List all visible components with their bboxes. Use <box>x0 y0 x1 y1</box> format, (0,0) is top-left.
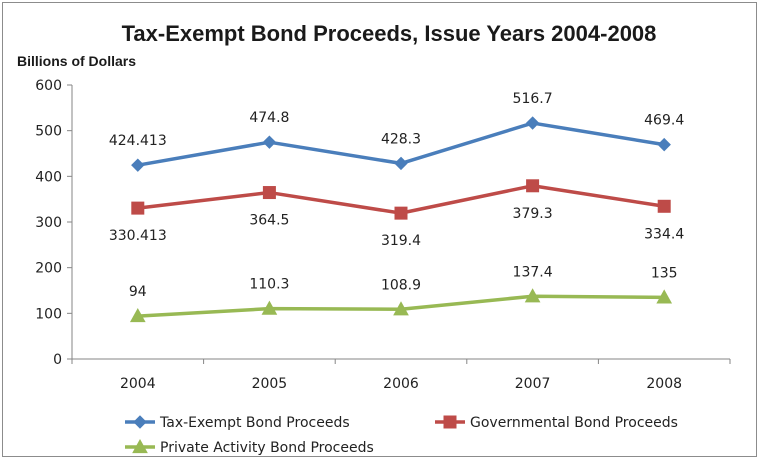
data-point <box>656 289 673 304</box>
data-label: 428.3 <box>381 131 421 147</box>
data-label: 516.7 <box>513 91 553 107</box>
legend-label: Private Activity Bond Proceeds <box>160 440 374 456</box>
data-label: 330.413 <box>109 228 167 244</box>
data-label: 364.5 <box>249 213 289 229</box>
chart-frame: Tax-Exempt Bond Proceeds, Issue Years 20… <box>2 2 757 457</box>
data-label: 379.3 <box>513 206 553 222</box>
data-label: 469.4 <box>644 113 684 129</box>
data-point <box>131 201 145 215</box>
legend-label: Tax-Exempt Bond Proceeds <box>159 415 350 431</box>
x-tick-label: 2005 <box>252 376 288 392</box>
data-label: 108.9 <box>381 277 421 293</box>
data-point <box>393 301 409 316</box>
axes: 0 100 200 300 400 500 600 2004 2005 2006 2007 2008 <box>35 78 731 392</box>
legend-item-2: Governmental Bond Proceeds <box>435 415 678 431</box>
legend-marker <box>133 415 147 429</box>
x-tick-label: 2007 <box>515 376 551 392</box>
data-label: 334.4 <box>644 226 684 242</box>
data-label: 424.413 <box>109 133 167 149</box>
data-point <box>261 300 278 315</box>
y-tick-label: 0 <box>53 352 62 368</box>
x-tick-label: 2004 <box>120 376 156 392</box>
data-label: 319.4 <box>381 233 421 249</box>
y-tick-label: 400 <box>35 169 62 185</box>
data-point <box>394 156 408 171</box>
legend-marker <box>443 415 457 429</box>
data-point <box>524 288 541 303</box>
y-axis-label: Billions of Dollars <box>17 53 136 69</box>
data-point <box>262 135 277 149</box>
data-point <box>657 199 671 213</box>
x-tick-label: 2006 <box>383 376 419 392</box>
series-markers <box>129 116 673 323</box>
data-label: 137.4 <box>513 264 553 280</box>
legend-marker <box>132 438 148 454</box>
data-point <box>262 186 276 200</box>
data-point <box>129 308 146 323</box>
data-point <box>131 158 145 172</box>
data-point <box>526 179 540 193</box>
y-tick-label: 500 <box>35 124 62 140</box>
legend-item-3: Private Activity Bond Proceeds <box>125 438 374 456</box>
legend: Tax-Exempt Bond Proceeds Governmental Bon… <box>125 415 678 456</box>
data-point <box>525 116 540 130</box>
chart-title: Tax-Exempt Bond Proceeds, Issue Years 20… <box>122 21 657 46</box>
data-point <box>394 206 408 220</box>
line-chart: Tax-Exempt Bond Proceeds, Issue Years 20… <box>17 21 731 456</box>
data-labels: 424.413 474.8 428.3 516.7 469.4 330.413 364.5 3… <box>109 91 684 300</box>
data-label: 474.8 <box>249 110 289 126</box>
x-tick-label: 2008 <box>646 376 682 392</box>
data-label: 110.3 <box>249 277 289 293</box>
legend-item-1: Tax-Exempt Bond Proceeds <box>125 415 350 431</box>
data-label: 94 <box>129 284 147 300</box>
y-tick-label: 200 <box>35 261 62 277</box>
legend-label: Governmental Bond Proceeds <box>470 415 678 431</box>
y-tick-label: 300 <box>35 215 62 231</box>
data-point <box>657 137 671 152</box>
y-tick-label: 600 <box>35 78 62 94</box>
y-tick-label: 100 <box>35 306 62 322</box>
data-label: 135 <box>651 265 678 281</box>
